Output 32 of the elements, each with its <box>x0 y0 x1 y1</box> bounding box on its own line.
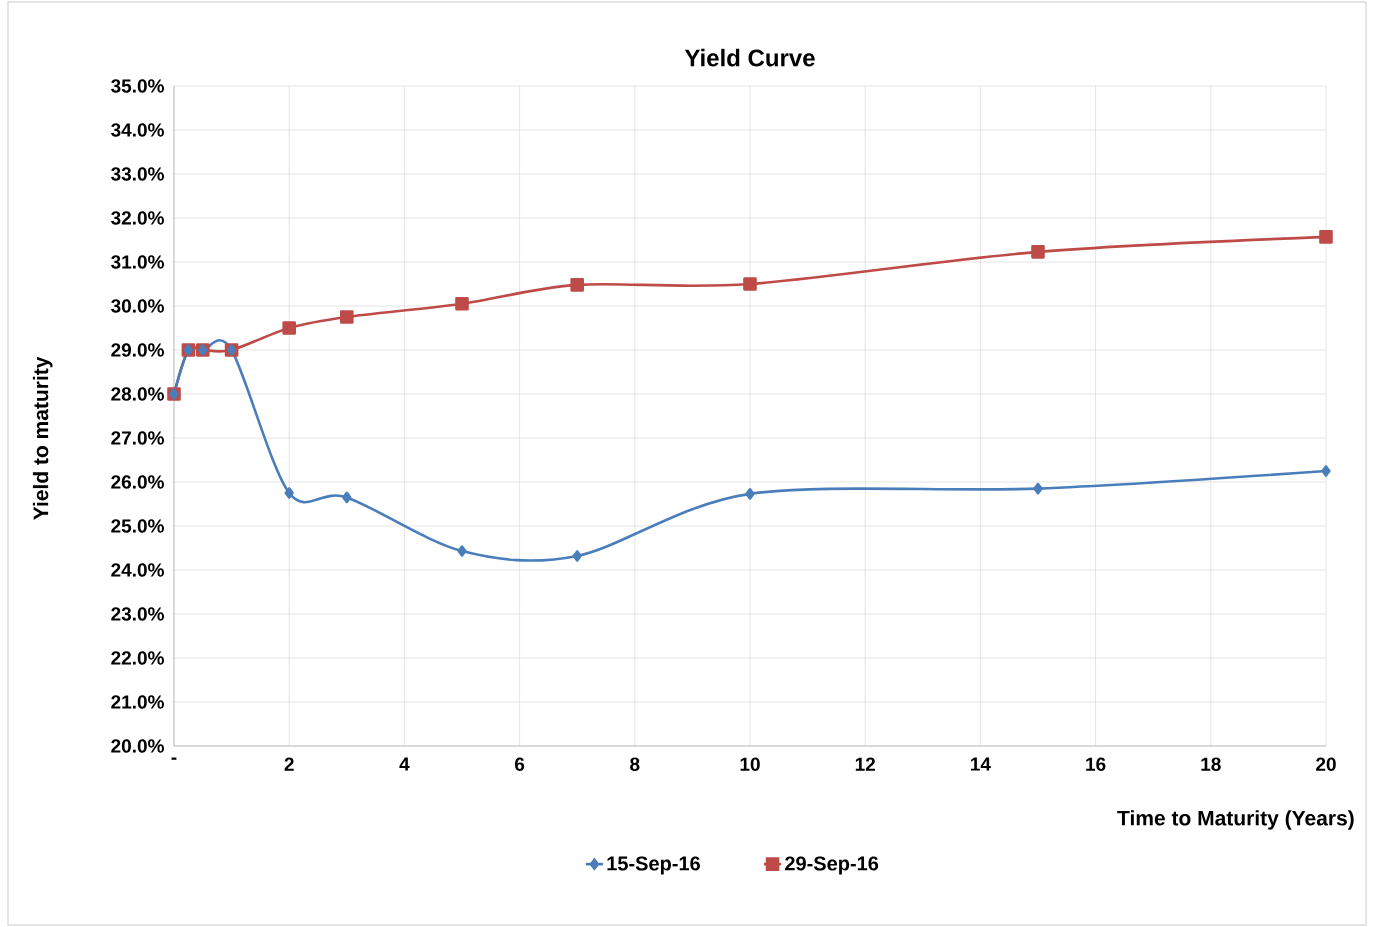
y-tick-label: 29.0% <box>111 343 164 357</box>
y-tick-label: 21.0% <box>111 695 164 709</box>
x-tick-label: 16 <box>1086 757 1106 771</box>
y-tick-label: 32.0% <box>111 211 164 225</box>
y-tick-label: 31.0% <box>111 255 164 269</box>
y-tick-label: 24.0% <box>111 563 164 577</box>
y-tick-label: 26.0% <box>111 475 164 489</box>
x-tick-label: 12 <box>855 757 875 771</box>
x-tick-label: 6 <box>515 757 525 771</box>
x-tick-label: 4 <box>399 757 410 771</box>
y-tick-label: 22.0% <box>111 651 164 665</box>
y-tick-label: 30.0% <box>111 299 164 313</box>
y-tick-label: 28.0% <box>111 387 164 401</box>
y-tick-label: 20.0% <box>111 739 164 753</box>
x-axis-title: Time to Maturity (Years) <box>1117 810 1354 830</box>
x-tick-label: 14 <box>971 757 991 771</box>
x-tick-label: 18 <box>1201 757 1221 771</box>
chart-title: Yield Curve <box>684 48 815 67</box>
x-tick-label: 8 <box>630 757 640 771</box>
y-axis-title: Yield to maturity <box>32 356 53 520</box>
y-tick-label: 23.0% <box>111 607 164 621</box>
x-tick-label: 20 <box>1316 757 1336 771</box>
legend-label: 29-Sep-16 <box>785 856 879 875</box>
y-tick-label: 35.0% <box>111 79 164 93</box>
y-tick-label: 25.0% <box>111 519 164 533</box>
x-tick-label: 10 <box>740 757 760 771</box>
y-tick-label: 34.0% <box>111 123 164 137</box>
y-tick-label: 27.0% <box>111 431 164 445</box>
legend-label: 15-Sep-16 <box>607 856 700 875</box>
y-tick-label: 33.0% <box>111 167 164 181</box>
x-tick-label: 2 <box>284 757 294 771</box>
x-tick-label: - <box>171 757 177 760</box>
